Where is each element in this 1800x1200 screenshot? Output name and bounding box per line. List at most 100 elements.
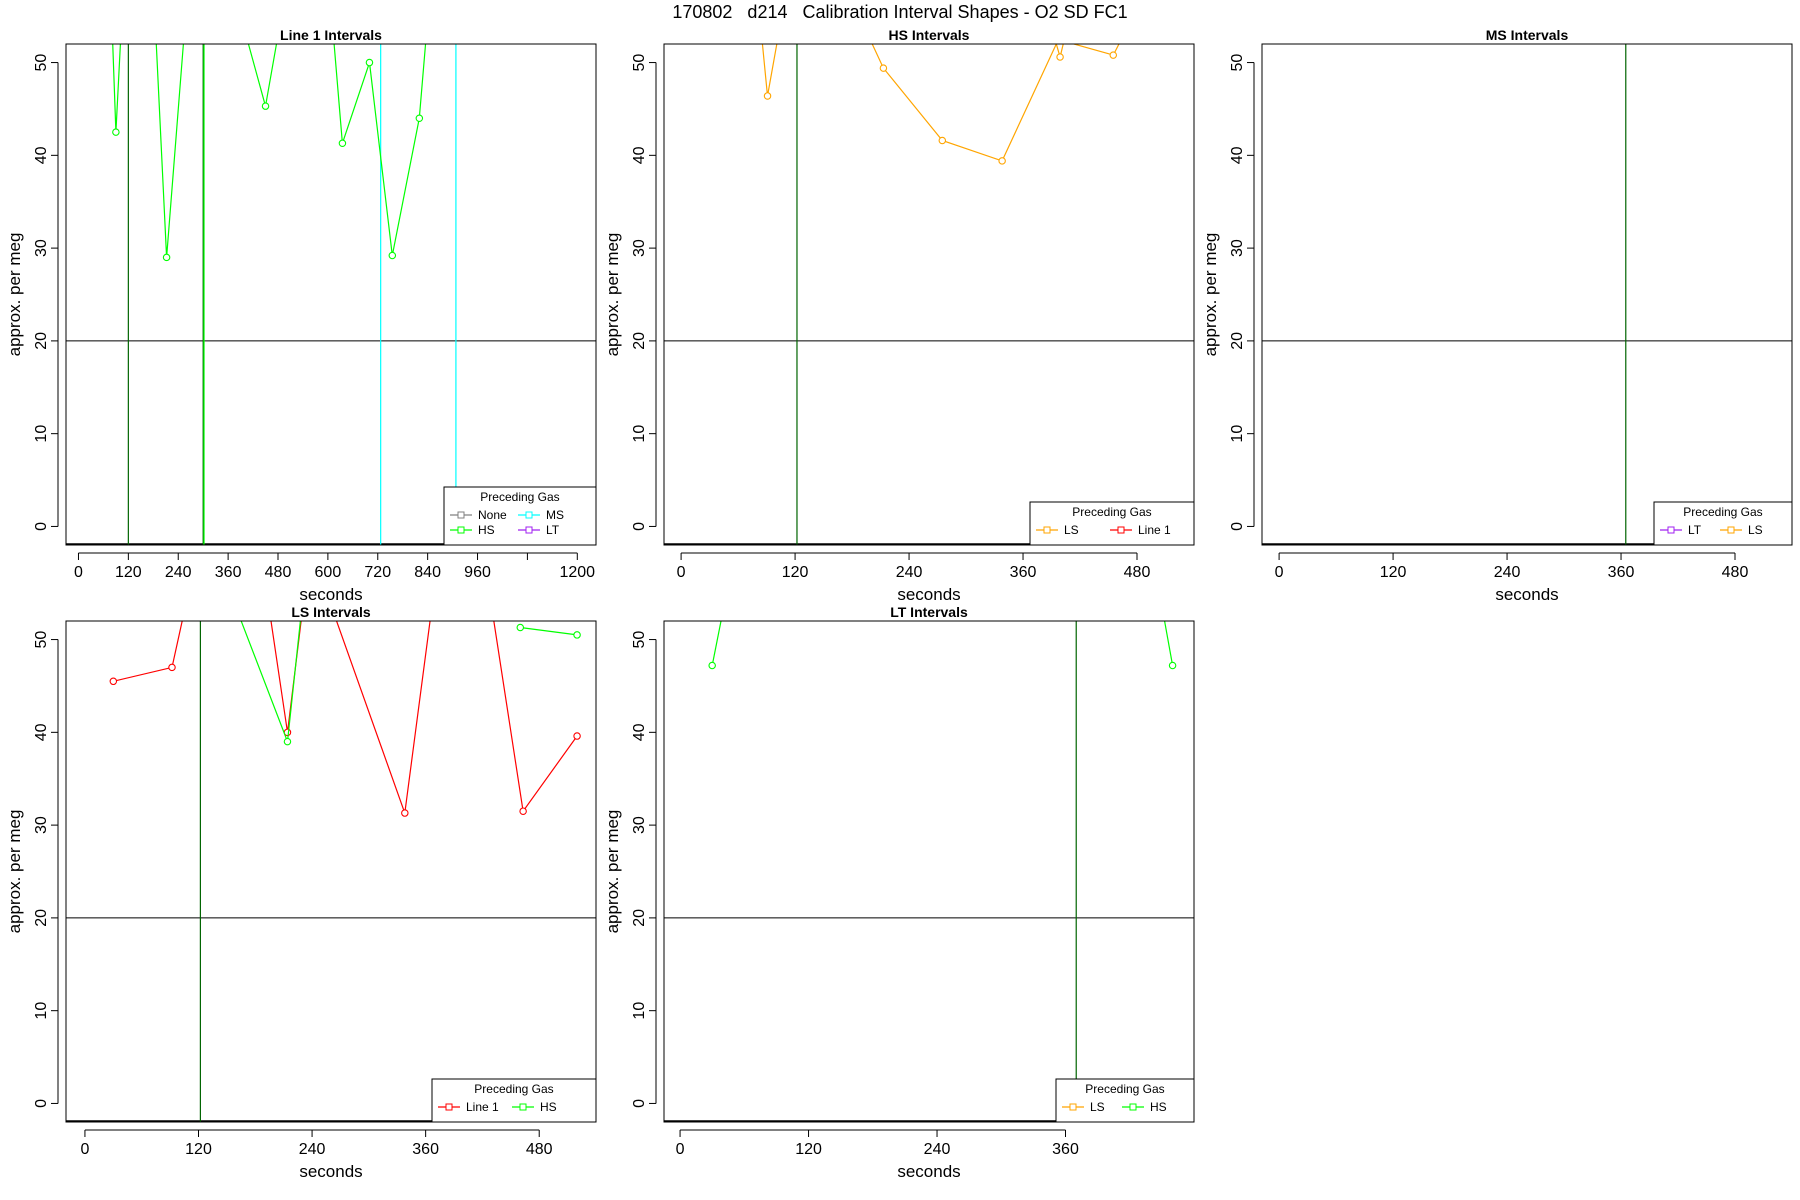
x-tick-label: 360 bbox=[412, 1141, 439, 1158]
x-tick-label: 360 bbox=[1010, 564, 1037, 581]
y-tick-label: 30 bbox=[631, 239, 648, 257]
x-tick-label: 0 bbox=[80, 1141, 89, 1158]
plot-frame bbox=[1261, 43, 1793, 546]
data-point bbox=[261, 102, 270, 110]
legend: Preceding Gas LS Line 1 bbox=[1029, 501, 1195, 546]
x-axis-label: seconds bbox=[299, 1162, 362, 1181]
data-point bbox=[401, 809, 409, 817]
y-tick-label: 20 bbox=[33, 332, 50, 350]
x-tick-label: 480 bbox=[265, 564, 292, 581]
x-tick-label: 0 bbox=[74, 564, 83, 581]
panel-title: MS Intervals bbox=[1486, 27, 1569, 43]
legend-label: HS bbox=[478, 523, 495, 537]
legend-label: None bbox=[478, 508, 507, 522]
x-tick-label: 240 bbox=[1494, 564, 1521, 581]
x-tick-label: 720 bbox=[364, 564, 391, 581]
y-tick-label: 50 bbox=[631, 631, 648, 649]
x-tick-label: 120 bbox=[115, 564, 142, 581]
series-line-1 bbox=[711, 621, 722, 666]
legend-swatch-marker bbox=[457, 511, 465, 519]
y-tick-label: 0 bbox=[631, 1099, 648, 1108]
legend-label: LS bbox=[1064, 523, 1079, 537]
legend-box bbox=[1055, 1078, 1195, 1123]
plot-frame bbox=[663, 43, 1195, 546]
legend-swatch-marker bbox=[1043, 526, 1051, 534]
y-tick-label: 50 bbox=[33, 54, 50, 72]
y-tick-label: 40 bbox=[631, 723, 648, 741]
x-tick-label: 360 bbox=[215, 564, 242, 581]
legend-title: Preceding Gas bbox=[1085, 1082, 1164, 1096]
legend-swatch-marker bbox=[519, 1103, 527, 1111]
legend-swatch-marker bbox=[1727, 526, 1735, 534]
x-tick-label: 120 bbox=[795, 1141, 822, 1158]
panel-5: LT Intervals 0 120 240 360 seconds 0 10 20 30 40 50… bbox=[603, 604, 1195, 1181]
y-tick-label: 50 bbox=[1229, 54, 1246, 72]
x-tick-label: 480 bbox=[526, 1141, 553, 1158]
x-tick-label: 840 bbox=[414, 564, 441, 581]
y-tick-label: 30 bbox=[33, 816, 50, 834]
y-tick-label: 0 bbox=[33, 522, 50, 531]
panel-title: LS Intervals bbox=[291, 604, 371, 620]
legend-swatch-marker bbox=[445, 1103, 453, 1111]
data-point bbox=[516, 623, 525, 632]
data-point bbox=[1056, 53, 1064, 61]
data-point bbox=[168, 663, 176, 672]
series-line-2 bbox=[1163, 621, 1174, 666]
y-tick-label: 30 bbox=[631, 816, 648, 834]
legend-label: LT bbox=[546, 523, 560, 537]
legend-swatch-marker bbox=[457, 526, 465, 534]
data-point bbox=[763, 92, 772, 100]
plot-frame bbox=[65, 43, 597, 546]
panel-1: Line 1 Intervals 0 120 240 360 480 600 720 840 96… bbox=[5, 27, 597, 604]
data-point bbox=[938, 136, 947, 145]
x-tick-label: 600 bbox=[315, 564, 342, 581]
legend-label: HS bbox=[540, 1100, 557, 1114]
legend-label: LS bbox=[1748, 523, 1763, 537]
legend-title: Preceding Gas bbox=[474, 1082, 553, 1096]
x-tick-label: 360 bbox=[1608, 564, 1635, 581]
legend: Preceding Gas None MS HS LT bbox=[443, 486, 597, 546]
plot-area bbox=[66, 621, 596, 1122]
data-point bbox=[283, 737, 292, 746]
plot-frame bbox=[65, 620, 597, 1123]
y-tick-label: 20 bbox=[631, 332, 648, 350]
x-tick-label: 960 bbox=[464, 564, 491, 581]
x-tick-label: 0 bbox=[676, 1141, 685, 1158]
legend-box bbox=[1653, 501, 1793, 546]
y-axis-label: approx. per meg bbox=[5, 233, 24, 357]
y-tick-label: 50 bbox=[33, 631, 50, 649]
y-tick-label: 30 bbox=[1229, 239, 1246, 257]
y-axis-label: approx. per meg bbox=[1201, 233, 1220, 357]
x-tick-label: 240 bbox=[299, 1141, 326, 1158]
panel-title: LT Intervals bbox=[890, 604, 968, 620]
legend: Preceding Gas LT LS bbox=[1653, 501, 1793, 546]
plot-frame bbox=[663, 620, 1195, 1123]
x-tick-label: 120 bbox=[1380, 564, 1407, 581]
y-tick-label: 40 bbox=[631, 146, 648, 164]
legend-swatch-marker bbox=[1117, 526, 1125, 534]
data-point bbox=[879, 64, 888, 72]
x-axis-label: seconds bbox=[1495, 585, 1558, 604]
legend-title: Preceding Gas bbox=[1683, 505, 1762, 519]
series-line-1 bbox=[761, 44, 1120, 162]
series-line-1 bbox=[113, 621, 578, 814]
y-tick-label: 20 bbox=[33, 909, 50, 927]
x-tick-label: 240 bbox=[165, 564, 192, 581]
legend-box bbox=[443, 486, 597, 546]
legend-label: HS bbox=[1150, 1100, 1167, 1114]
data-point bbox=[1109, 51, 1118, 59]
y-tick-label: 0 bbox=[631, 522, 648, 531]
y-tick-label: 10 bbox=[33, 425, 50, 443]
plot-area bbox=[66, 44, 596, 545]
data-point bbox=[162, 253, 171, 262]
x-tick-label: 120 bbox=[185, 1141, 212, 1158]
y-tick-label: 50 bbox=[631, 54, 648, 72]
x-tick-label: 360 bbox=[1052, 1141, 1079, 1158]
series-line-1 bbox=[112, 44, 427, 258]
legend-box bbox=[431, 1078, 597, 1123]
x-tick-label: 240 bbox=[896, 564, 923, 581]
y-tick-label: 0 bbox=[1229, 522, 1246, 531]
panel-4: LS Intervals 0 120 240 360 480 seconds 0 10 20 30 4… bbox=[5, 604, 597, 1181]
